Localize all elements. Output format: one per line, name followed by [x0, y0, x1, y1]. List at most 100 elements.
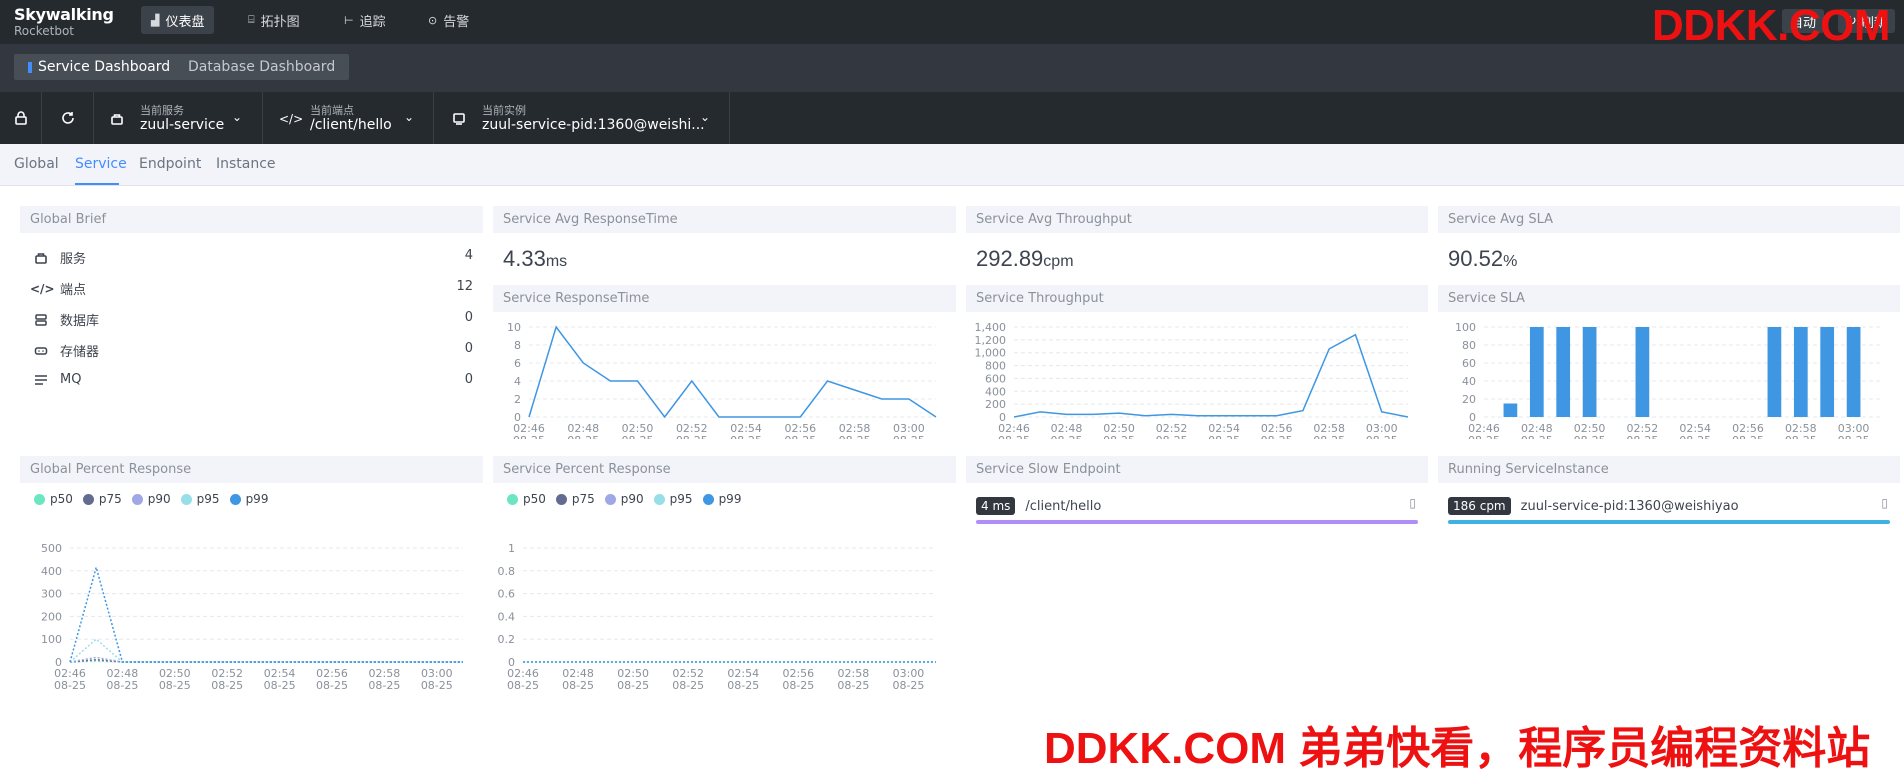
y-tick-label: 6: [514, 357, 521, 370]
y-tick-label: 60: [1462, 357, 1476, 370]
y-tick-label: 100: [1455, 321, 1476, 334]
service-icon: [111, 114, 123, 125]
x-tick-label: 02:50: [622, 422, 654, 435]
nav-topology[interactable]: ⌸ 拓扑图: [238, 6, 310, 34]
slow-endpoint-item[interactable]: 4 ms /client/hello: [976, 497, 1101, 515]
brief-row-mq: MQ: [30, 372, 81, 387]
x-tick-label: 03:00: [893, 667, 925, 680]
legend-swatch: [131, 493, 143, 505]
x-tick-date: 08-25: [513, 434, 545, 439]
avg-throughput-value: 292.89cpm: [976, 246, 1074, 272]
y-tick-label: 1,400: [975, 321, 1007, 334]
nav-trace[interactable]: ⊢ 追踪: [334, 6, 396, 34]
x-tick-date: 08-25: [1574, 434, 1606, 439]
x-tick-date: 08-25: [1366, 434, 1398, 439]
legend-item-p95[interactable]: p95: [653, 492, 693, 506]
bar-mark: [1820, 327, 1835, 417]
endpoint-name: /client/hello: [1025, 498, 1102, 514]
legend-item-p95[interactable]: p95: [180, 492, 220, 506]
x-tick-label: 02:48: [107, 667, 139, 680]
legend-item-p90[interactable]: p90: [604, 492, 644, 506]
nav-alarm[interactable]: ⊙ 告警: [418, 6, 479, 34]
y-tick-label: 0: [1469, 411, 1476, 424]
tab-endpoint[interactable]: Endpoint: [139, 156, 202, 172]
copy-icon[interactable]: ▯: [1881, 496, 1888, 510]
service-percentile-card: Service Percent Response p50 p75 p90 p95…: [493, 456, 956, 706]
x-tick-label: 02:48: [1521, 422, 1553, 435]
brief-row-service: 服务: [30, 248, 86, 267]
legend-swatch: [604, 493, 616, 505]
x-tick-date: 08-25: [998, 434, 1030, 439]
nav-label: 追踪: [359, 14, 386, 30]
tab-database-dashboard[interactable]: Database Dashboard: [174, 54, 350, 80]
x-tick-date: 08-25: [567, 434, 599, 439]
x-tick-date: 08-25: [421, 679, 453, 692]
legend-item-p75[interactable]: p75: [555, 492, 595, 506]
brief-value: 12: [456, 279, 473, 294]
service-icon: [35, 252, 47, 264]
x-tick-label: 02:48: [562, 667, 594, 680]
tab-service-dashboard[interactable]: Service Dashboard: [14, 54, 185, 80]
x-tick-date: 08-25: [730, 434, 762, 439]
running-instance-item[interactable]: 186 cpm zuul-service-pid:1360@weishiyao: [1448, 497, 1739, 515]
tab-service[interactable]: Service: [75, 156, 127, 172]
x-tick-label: 02:56: [316, 667, 348, 680]
brief-row-database: 数据库: [30, 310, 99, 329]
sla-chart: 02040608010002:4608-2502:4808-2502:5008-…: [1455, 321, 1880, 439]
nav-dashboard[interactable]: ▟ 仪表盘: [141, 6, 215, 34]
legend-item-p50[interactable]: p50: [507, 492, 546, 506]
service-selector[interactable]: 当前服务 zuul-service ⌄: [94, 92, 263, 144]
x-tick-label: 02:50: [159, 667, 191, 680]
metric-number: 4.33: [503, 246, 546, 271]
logo-subtitle: Rocketbot: [14, 24, 75, 38]
x-tick-date: 08-25: [893, 434, 925, 439]
y-tick-label: 20: [1462, 393, 1476, 406]
legend-swatch: [702, 493, 714, 505]
y-tick-label: 0.6: [498, 588, 516, 601]
legend-item-p99[interactable]: p99: [702, 492, 741, 506]
card-title: Service Slow Endpoint: [966, 456, 1428, 483]
legend-item-p99[interactable]: p99: [229, 492, 268, 506]
throughput-badge: 186 cpm: [1448, 497, 1511, 515]
tab-global[interactable]: Global: [14, 156, 59, 172]
tab-instance[interactable]: Instance: [216, 156, 276, 172]
selector-bar: 当前服务 zuul-service ⌄ </> 当前端点 /client/hel…: [0, 92, 1904, 144]
auto-refresh-button[interactable]: 自动: [1782, 9, 1825, 33]
chevron-down-icon: ⌄: [404, 110, 415, 124]
refresh-button[interactable]: ↻ 刷新: [1838, 9, 1895, 33]
y-tick-label: 400: [985, 385, 1006, 398]
copy-icon[interactable]: ▯: [1409, 496, 1416, 510]
endpoint-selector[interactable]: </> 当前端点 /client/hello ⌄: [263, 92, 434, 144]
lock-button[interactable]: [0, 92, 42, 144]
x-tick-label: 02:58: [1785, 422, 1817, 435]
x-tick-date: 08-25: [1521, 434, 1553, 439]
x-tick-label: 02:50: [617, 667, 649, 680]
auto-label: 自动: [1790, 15, 1817, 31]
x-tick-label: 02:46: [513, 422, 545, 435]
legend: p50 p75 p90 p95 p99: [34, 492, 278, 506]
x-tick-date: 08-25: [54, 679, 86, 692]
response-time-chart: 024681002:4608-2502:4808-2502:5008-2502:…: [507, 321, 937, 439]
endpoint-selector-value: /client/hello: [310, 117, 392, 133]
reload-button[interactable]: [42, 92, 94, 144]
running-instance-card: Running ServiceInstance 186 cpm zuul-ser…: [1438, 456, 1900, 536]
x-tick-date: 08-25: [839, 434, 871, 439]
legend-swatch: [229, 493, 241, 505]
legend-item-p50[interactable]: p50: [34, 492, 73, 506]
instance-selector[interactable]: 当前实例 zuul-service-pid:1360@weishi... ⌄: [434, 92, 730, 144]
x-tick-label: 02:58: [1313, 422, 1345, 435]
avg-sla-value: 90.52%: [1448, 246, 1517, 272]
card-title: Global Percent Response: [20, 456, 483, 483]
x-tick-label: 02:52: [1156, 422, 1188, 435]
legend-item-p75[interactable]: p75: [82, 492, 122, 506]
card-title: Service Avg Throughput: [966, 206, 1428, 233]
skywalking-logo[interactable]: Skywalking Rocketbot: [14, 7, 114, 38]
x-tick-label: 02:52: [211, 667, 243, 680]
bar-mark: [1529, 327, 1544, 417]
chart-title: Service Throughput: [966, 285, 1428, 312]
x-tick-label: 02:54: [1679, 422, 1711, 435]
brief-label: 存储器: [60, 345, 100, 360]
instance-selector-label: 当前实例: [482, 104, 526, 117]
legend-item-p90[interactable]: p90: [131, 492, 171, 506]
metric-unit: ms: [545, 253, 568, 270]
